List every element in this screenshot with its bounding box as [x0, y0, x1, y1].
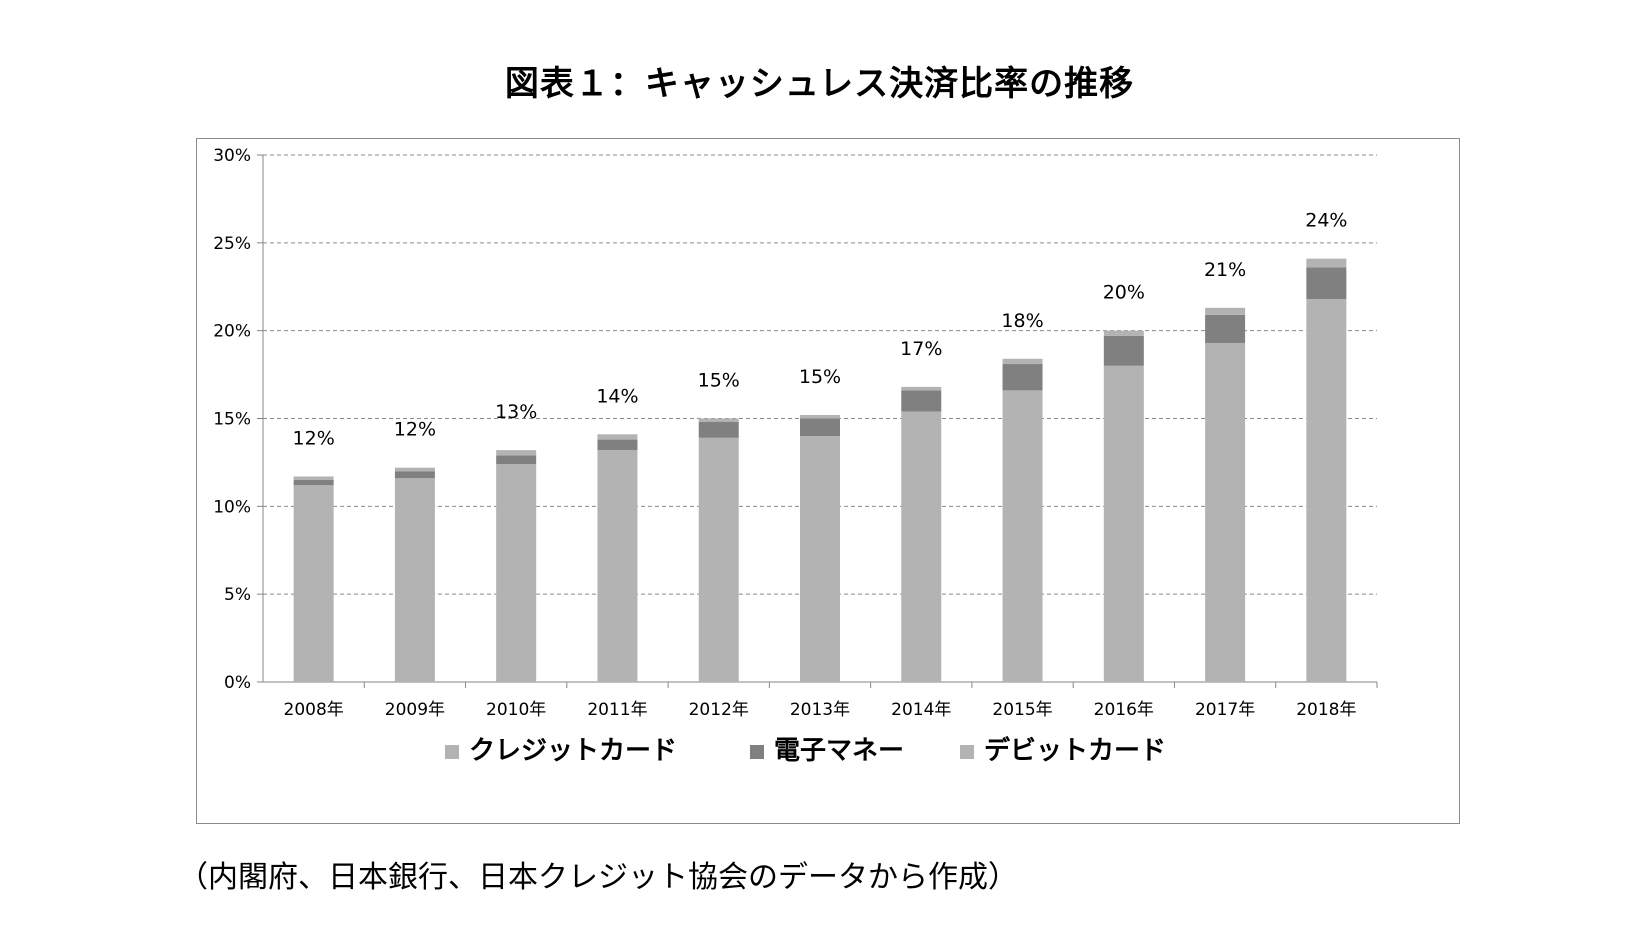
- bar-segment-1: [1103, 365, 1144, 682]
- y-tick-label: 25%: [213, 234, 251, 254]
- x-tick-label: 2016年: [1094, 700, 1154, 720]
- bar-segment-2: [293, 479, 334, 486]
- x-tick-label: 2012年: [689, 700, 749, 720]
- bar-segment-1: [496, 464, 537, 682]
- y-tick-label: 20%: [213, 322, 251, 342]
- y-tick-label: 10%: [213, 497, 251, 517]
- y-tick-label: 15%: [213, 410, 251, 430]
- legend-label: デビットカード: [984, 735, 1166, 766]
- bar-segment-3: [1306, 258, 1347, 268]
- bar-segment-2: [800, 418, 840, 437]
- bar-segment-3: [1103, 330, 1144, 336]
- data-label: 15%: [799, 366, 841, 388]
- x-tick-label: 2014年: [891, 700, 951, 720]
- bar-segment-2: [698, 422, 739, 438]
- x-tick-label: 2013年: [790, 700, 850, 720]
- bar-segment-2: [496, 455, 537, 465]
- bar-segment-3: [597, 434, 638, 440]
- data-label: 13%: [495, 401, 537, 423]
- stacked-bar-chart: 0% 5% 10% 15% 20% 25% 30% 12% 2008年 12% 2009年 13% 20…: [213, 146, 1378, 766]
- data-label: 21%: [1204, 259, 1246, 281]
- source-note: （内閣府、日本銀行、日本クレジット協会のデータから作成）: [178, 860, 1018, 895]
- bar-segment-3: [698, 418, 739, 423]
- bar-segment-2: [1306, 267, 1347, 300]
- data-label: 17%: [900, 338, 942, 360]
- legend-label: 電子マネー: [774, 736, 904, 766]
- legend-swatch: [960, 745, 974, 759]
- bar-segment-2: [597, 439, 638, 451]
- x-tick-label: 2008年: [284, 700, 344, 720]
- x-tick-label: 2011年: [587, 700, 647, 720]
- data-label: 15%: [698, 370, 740, 392]
- legend-label: クレジットカード: [469, 736, 677, 766]
- bar-segment-1: [1306, 299, 1347, 682]
- bar-segment-3: [1002, 358, 1043, 365]
- x-tick-label: 2017年: [1195, 700, 1255, 720]
- y-tick-label: 5%: [224, 585, 251, 605]
- bar-segment-3: [800, 414, 840, 419]
- x-tick-label: 2018年: [1296, 700, 1356, 720]
- legend-swatch: [750, 745, 764, 759]
- bar-segment-1: [800, 436, 840, 682]
- data-label: 20%: [1103, 282, 1145, 304]
- bar-segment-1: [293, 485, 334, 682]
- bar-segment-3: [394, 467, 435, 472]
- data-label: 12%: [293, 427, 335, 449]
- bar-segment-3: [293, 476, 334, 480]
- x-tick-label: 2009年: [385, 700, 445, 720]
- bar-segment-3: [901, 386, 942, 391]
- bar-segment-2: [1002, 364, 1043, 391]
- bar-segment-3: [496, 450, 537, 456]
- data-label: 12%: [394, 419, 436, 441]
- bar-segment-1: [394, 478, 435, 682]
- bar-segment-2: [901, 390, 942, 412]
- bar-segment-1: [698, 437, 739, 682]
- bar-segment-2: [1205, 314, 1246, 343]
- data-label: 14%: [596, 385, 638, 407]
- bar-segment-2: [394, 471, 435, 479]
- bar-segment-1: [901, 411, 942, 682]
- legend-swatch: [445, 745, 459, 759]
- chart-title: 図表１：キャッシュレス決済比率の推移: [504, 64, 1135, 104]
- y-tick-label: 0%: [224, 673, 251, 693]
- bar-segment-2: [1103, 335, 1144, 366]
- x-tick-label: 2015年: [992, 700, 1052, 720]
- data-label: 18%: [1001, 310, 1043, 332]
- bar-segment-1: [597, 450, 638, 682]
- bar-segment-1: [1205, 342, 1246, 682]
- data-label: 24%: [1305, 210, 1347, 232]
- bar-segment-3: [1205, 307, 1246, 315]
- y-tick-label: 30%: [213, 146, 251, 166]
- chart-frame: 0% 5% 10% 15% 20% 25% 30% 12% 2008年 12% 2009年 13% 20…: [196, 138, 1460, 824]
- x-tick-label: 2010年: [486, 700, 546, 720]
- bar-segment-1: [1002, 390, 1043, 682]
